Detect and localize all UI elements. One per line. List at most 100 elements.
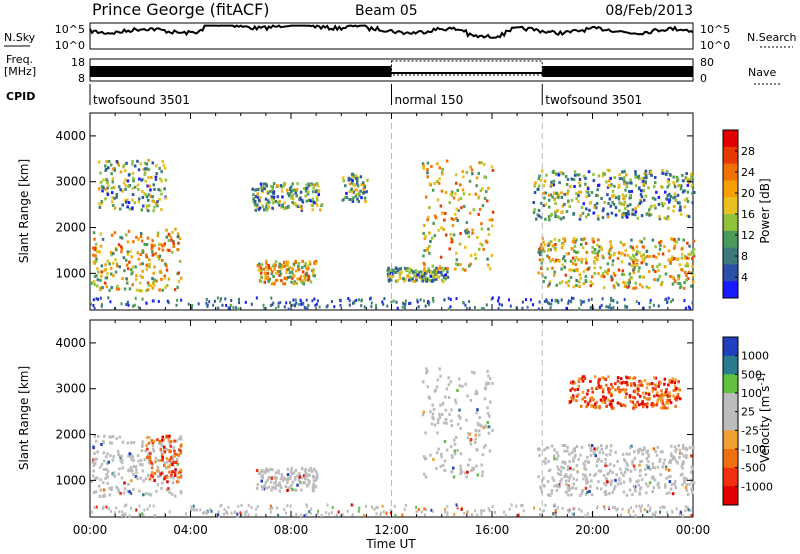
- scatter-cell: [290, 190, 293, 194]
- scatter-cell: [677, 184, 680, 188]
- scatter-cell: [474, 509, 476, 513]
- scatter-cell: [579, 453, 582, 457]
- scatter-cell: [258, 206, 262, 210]
- scatter-cell: [422, 164, 425, 168]
- scatter-cell: [639, 460, 642, 463]
- scatter-cell: [471, 513, 473, 517]
- power-colorbar-label: Power [dB]: [758, 178, 772, 243]
- scatter-cell: [115, 160, 119, 163]
- scatter-cell: [417, 305, 420, 309]
- scatter-cell: [598, 377, 601, 381]
- scatter-cell: [150, 461, 153, 465]
- scatter-cell: [416, 298, 419, 302]
- scatter-cell: [101, 494, 105, 498]
- scatter-cell: [93, 434, 96, 438]
- scatter-cell: [618, 177, 622, 181]
- scatter-cell: [298, 277, 302, 281]
- nave-box-normal: [391, 60, 543, 76]
- scatter-cell: [606, 212, 609, 216]
- scatter-cell: [297, 264, 300, 268]
- scatter-cell: [131, 283, 134, 287]
- scatter-cell: [628, 477, 632, 481]
- scatter-cell: [90, 302, 92, 306]
- scatter-cell: [595, 206, 598, 210]
- scatter-cell: [435, 269, 439, 273]
- scatter-cell: [570, 268, 574, 272]
- scatter-cell: [174, 494, 177, 498]
- scatter-cell: [660, 280, 664, 284]
- scatter-cell: [301, 476, 304, 480]
- scatter-cell: [553, 273, 556, 277]
- scatter-cell: [289, 504, 292, 508]
- scatter-cell: [608, 169, 611, 172]
- scatter-cell: [118, 510, 121, 514]
- scatter-cell: [552, 512, 555, 516]
- scatter-cell: [459, 426, 462, 430]
- scatter-cell: [590, 297, 593, 301]
- scatter-cell: [381, 300, 384, 304]
- scatter-cell: [432, 221, 435, 225]
- scatter-cell: [405, 267, 409, 271]
- scatter-cell: [93, 275, 97, 278]
- scatter-cell: [604, 396, 607, 400]
- scatter-cell: [673, 482, 676, 486]
- scatter-cell: [577, 457, 580, 461]
- scatter-cell: [444, 273, 448, 277]
- scatter-cell: [585, 195, 589, 199]
- scatter-cell: [385, 511, 388, 515]
- scatter-cell: [150, 439, 153, 443]
- scatter-cell: [615, 473, 618, 477]
- scatter-cell: [129, 491, 133, 495]
- scatter-cell: [441, 413, 444, 416]
- scatter-cell: [111, 204, 115, 207]
- scatter-cell: [474, 437, 477, 441]
- scatter-cell: [665, 388, 668, 391]
- scatter-cell: [650, 173, 653, 177]
- scatter-cell: [635, 245, 639, 249]
- scatter-cell: [522, 509, 525, 513]
- scatter-cell: [179, 475, 183, 479]
- scatter-cell: [469, 438, 473, 442]
- scatter-cell: [573, 185, 576, 188]
- scatter-cell: [451, 238, 454, 242]
- scatter-cell: [123, 269, 126, 273]
- scatter-cell: [612, 253, 616, 257]
- scatter-cell: [195, 508, 198, 512]
- scatter-cell: [457, 414, 460, 418]
- scatter-cell: [638, 463, 641, 467]
- scatter-cell: [593, 261, 597, 265]
- scatter-cell: [573, 259, 577, 262]
- scatter-cell: [601, 376, 604, 379]
- scatter-cell: [299, 481, 303, 485]
- scatter-cell: [649, 298, 652, 302]
- scatter-cell: [545, 173, 548, 177]
- scatter-cell: [125, 503, 128, 507]
- scatter-cell: [147, 452, 150, 456]
- scatter-cell: [553, 198, 556, 202]
- scatter-cell: [134, 464, 138, 468]
- scatter-cell: [287, 268, 290, 271]
- scatter-cell: [580, 206, 584, 209]
- scatter-cell: [618, 173, 621, 177]
- scatter-cell: [654, 176, 657, 179]
- scatter-cell: [638, 202, 641, 205]
- scatter-cell: [267, 191, 270, 195]
- scatter-cell: [105, 467, 108, 471]
- scatter-cell: [679, 451, 682, 455]
- scatter-cell: [350, 181, 354, 185]
- scatter-cell: [555, 283, 558, 287]
- scatter-cell: [96, 476, 99, 480]
- scatter-cell: [653, 466, 656, 470]
- scatter-cell: [299, 298, 302, 302]
- scatter-cell: [411, 277, 414, 281]
- scatter-cell: [119, 491, 122, 495]
- scatter-cell: [273, 267, 276, 271]
- scatter-cell: [179, 435, 183, 439]
- scatter-cell: [691, 257, 694, 261]
- scatter-cell: [422, 278, 426, 282]
- scatter-cell: [597, 381, 600, 385]
- scatter-cell: [629, 178, 632, 182]
- scatter-cell: [284, 263, 287, 267]
- scatter-cell: [473, 305, 476, 309]
- scatter-cell: [173, 449, 176, 453]
